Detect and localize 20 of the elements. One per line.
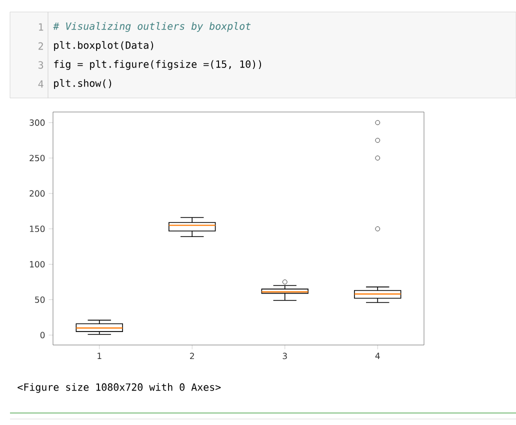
text: plt.show() [54, 79, 112, 89]
y-tick-label: 200 [30, 190, 45, 197]
y-tick-label: 300 [30, 119, 45, 126]
x-tick-label: 2 [190, 352, 194, 360]
y-tick-label: 100 [30, 261, 45, 268]
text: 3 [38, 61, 44, 69]
text: <Figure size 1080x720 with 0 Axes> [18, 383, 221, 393]
text: 2 [38, 42, 43, 50]
text: 1 [39, 23, 44, 31]
x-tick-label: 4 [375, 352, 380, 359]
x-tick-label: 1 [98, 352, 102, 359]
y-tick-label: 50 [35, 296, 45, 303]
y-tick-label: 150 [30, 226, 45, 232]
text: 4 [38, 80, 44, 88]
y-tick-label: 0 [40, 332, 45, 338]
text: fig = plt.figure(figsize =(15, 10)) [54, 60, 262, 70]
y-tick-label: 250 [30, 154, 45, 162]
text: # Visualizing outliers by boxplot [53, 22, 251, 32]
x-tick-label: 3 [282, 352, 287, 360]
text: plt.boxplot(Data) [54, 41, 154, 51]
